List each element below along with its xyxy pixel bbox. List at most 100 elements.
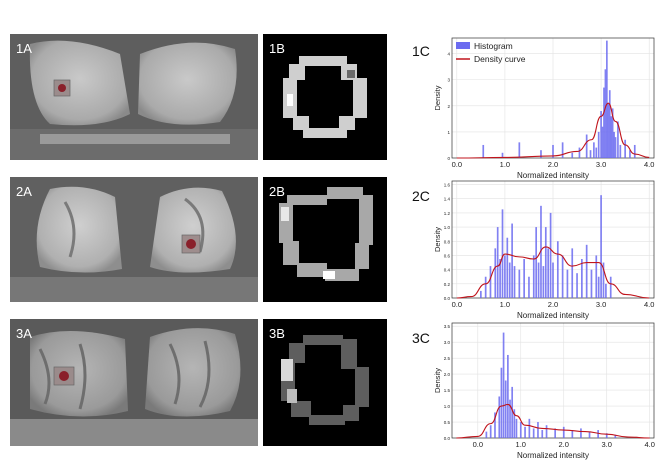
y-tick-label: 3.5 bbox=[444, 324, 451, 329]
histogram-bar bbox=[518, 142, 521, 158]
x-tick-label: 4.0 bbox=[644, 300, 654, 309]
crop-image-3b-graphic bbox=[281, 335, 369, 425]
x-axis-label: Normalized intensity bbox=[517, 451, 589, 460]
histogram-bar bbox=[633, 144, 636, 158]
histogram-bar bbox=[547, 248, 550, 298]
roi-mark-3a bbox=[59, 371, 69, 381]
histogram-bar bbox=[504, 380, 507, 438]
histogram-bar bbox=[595, 255, 598, 298]
density-curve bbox=[456, 246, 650, 299]
histogram-bar bbox=[611, 108, 614, 158]
histogram-bar bbox=[494, 248, 497, 298]
y-tick-label: 1.5 bbox=[444, 388, 451, 393]
y-tick-label: 1.2 bbox=[444, 211, 451, 216]
y-tick-label: 0.5 bbox=[444, 420, 451, 425]
crop-image-2b: 2B bbox=[263, 177, 387, 302]
histogram-bar bbox=[518, 269, 521, 298]
x-tick-label: 3.0 bbox=[596, 160, 606, 169]
histogram-bar bbox=[590, 269, 593, 298]
mri-image-1a: 1A bbox=[10, 34, 258, 160]
histogram-bar bbox=[576, 273, 578, 298]
histogram-bar bbox=[593, 142, 595, 158]
histogram-bar bbox=[608, 90, 611, 158]
panel-label-2a: 2A bbox=[16, 184, 32, 199]
y-axis-label: Density bbox=[433, 227, 442, 252]
y-tick-label: 0.8 bbox=[444, 239, 451, 244]
histogram-bar bbox=[581, 259, 583, 298]
x-tick-label: 0.0 bbox=[452, 300, 462, 309]
x-tick-label: 2.0 bbox=[548, 160, 558, 169]
y-tick-label: 0 bbox=[447, 156, 450, 161]
histogram-bar bbox=[554, 428, 556, 438]
y-tick-label: 2.0 bbox=[444, 372, 451, 377]
x-tick-label: 0.0 bbox=[452, 160, 462, 169]
x-tick-label: 1.0 bbox=[500, 160, 510, 169]
histogram-bar bbox=[571, 248, 574, 298]
histogram-bar bbox=[604, 69, 607, 158]
roi-mark-1a bbox=[58, 84, 66, 92]
histogram-bar bbox=[544, 227, 547, 298]
histogram-bar bbox=[511, 386, 514, 438]
histogram-bar bbox=[506, 237, 509, 298]
histogram-bar bbox=[537, 422, 539, 438]
mri-image-3a-graphic bbox=[10, 319, 258, 446]
density-curve bbox=[456, 403, 650, 439]
histogram-bar bbox=[606, 40, 608, 158]
histogram-bar bbox=[580, 428, 582, 438]
histogram-bar bbox=[501, 152, 504, 158]
panel-label-1c: 1C bbox=[412, 43, 430, 59]
y-tick-label: 0.4 bbox=[444, 268, 451, 273]
x-tick-label: 2.0 bbox=[559, 440, 569, 449]
histogram-bar bbox=[561, 255, 564, 298]
y-tick-label: 1.0 bbox=[444, 225, 451, 230]
crop-image-1b-graphic bbox=[283, 56, 367, 138]
panel-label-3c: 3C bbox=[412, 330, 430, 346]
histogram-bar bbox=[504, 255, 506, 298]
histogram-bar bbox=[597, 131, 600, 158]
x-tick-label: 3.0 bbox=[596, 300, 606, 309]
histogram-bar bbox=[578, 147, 581, 158]
histogram-bar bbox=[556, 241, 559, 298]
x-tick-label: 0.0 bbox=[473, 440, 483, 449]
histogram-bar bbox=[482, 144, 485, 158]
histogram-bar bbox=[605, 283, 607, 298]
y-tick-label: 0.2 bbox=[444, 282, 451, 287]
y-tick-label: 0.0 bbox=[444, 436, 451, 441]
y-tick-label: 0.6 bbox=[444, 253, 451, 258]
histogram-bar bbox=[508, 262, 511, 298]
histogram-bar bbox=[489, 425, 492, 438]
x-tick-label: 1.0 bbox=[516, 440, 526, 449]
histogram-bar bbox=[513, 266, 516, 298]
crop-image-1b: 1B bbox=[263, 34, 387, 160]
histogram-bar bbox=[480, 290, 482, 298]
y-tick-label: 2.5 bbox=[444, 356, 451, 361]
histogram-bar bbox=[571, 152, 574, 158]
histogram-bar bbox=[542, 266, 545, 298]
histogram-bar bbox=[600, 195, 602, 298]
density-curve bbox=[456, 102, 650, 159]
y-tick-label: 1 bbox=[447, 130, 450, 135]
panel-label-1b: 1B bbox=[269, 41, 285, 56]
histogram-bar bbox=[498, 396, 501, 438]
histogram-bar bbox=[629, 150, 631, 158]
roi-mark-2a bbox=[186, 239, 196, 249]
panel-label-3a: 3A bbox=[16, 326, 32, 341]
histogram-bar bbox=[595, 147, 598, 158]
y-tick-label: 3 bbox=[447, 78, 450, 83]
mri-image-3a: 3A bbox=[10, 319, 258, 446]
histogram-bar bbox=[561, 142, 564, 158]
histogram-bar bbox=[589, 150, 592, 158]
x-axis-label: Normalized intensity bbox=[517, 171, 589, 180]
histogram-bar bbox=[552, 144, 554, 158]
histogram-bar bbox=[500, 367, 503, 438]
histogram-bar bbox=[571, 430, 574, 438]
crop-image-3b: 3B bbox=[263, 319, 387, 446]
legend-histogram-swatch bbox=[456, 42, 470, 49]
histogram-bar bbox=[545, 425, 548, 438]
histogram-bar bbox=[524, 426, 526, 438]
histogram-bar bbox=[600, 111, 602, 158]
histogram-bar bbox=[610, 116, 613, 158]
histogram-bar bbox=[519, 422, 522, 438]
histogram-bar bbox=[609, 276, 612, 298]
histogram-bar bbox=[614, 434, 617, 438]
